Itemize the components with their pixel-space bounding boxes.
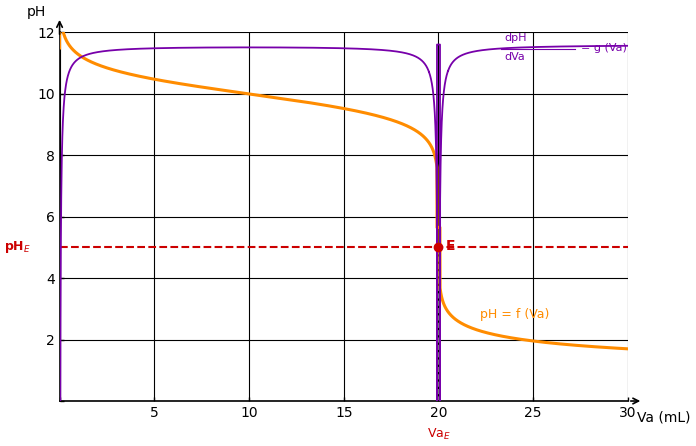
Text: pH$_E$: pH$_E$ [4,240,31,256]
Text: dVa: dVa [505,52,525,62]
Text: dpH: dpH [505,33,528,43]
Text: E: E [446,239,456,253]
Text: pH: pH [27,4,47,19]
Text: Va$_E$: Va$_E$ [427,427,450,442]
Text: Va (mL): Va (mL) [638,411,691,425]
Text: = g (Va): = g (Va) [580,43,626,53]
Text: pH = f (Va): pH = f (Va) [480,308,550,321]
